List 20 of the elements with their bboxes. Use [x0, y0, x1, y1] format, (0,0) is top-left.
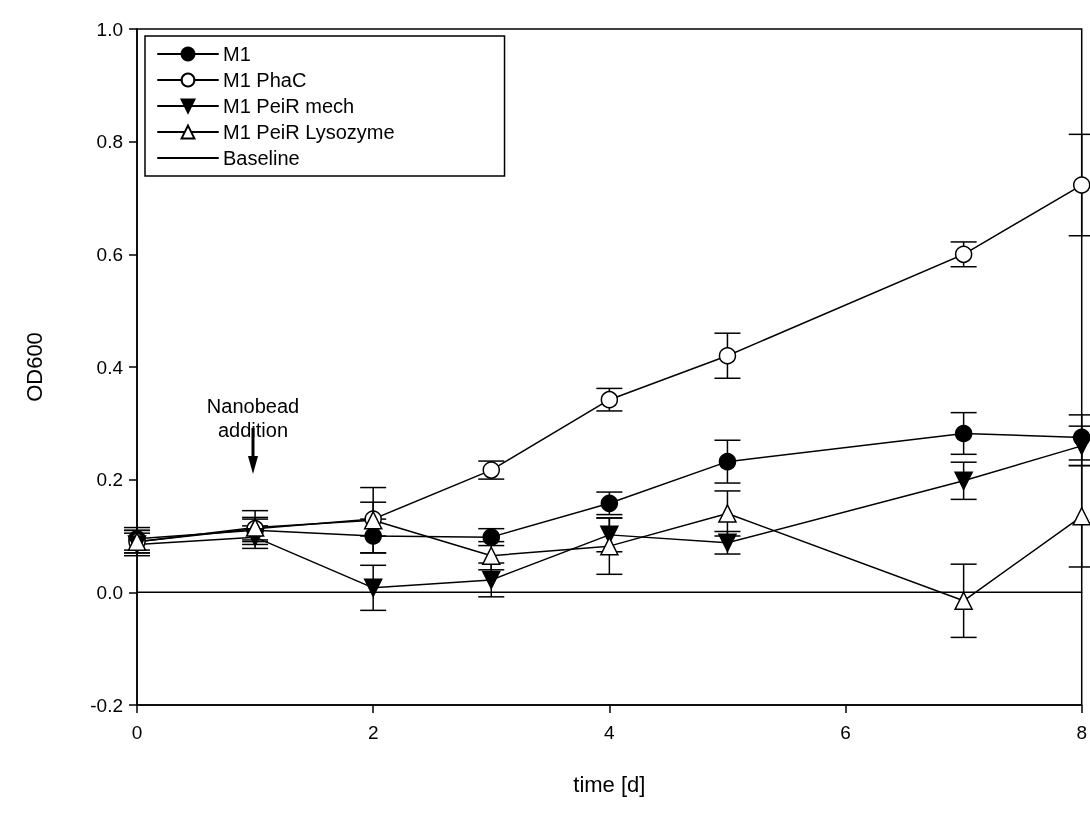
x-axis-title: time [d] [573, 771, 646, 797]
legend-label: M1 [223, 43, 251, 65]
legend-label: M1 PhaC [223, 69, 307, 91]
y-tick-label: 0.8 [96, 131, 123, 153]
y-tick-label: 0.4 [96, 356, 124, 378]
y-tick-label: 0.6 [96, 243, 123, 265]
annotation: Nanobead addition [206, 395, 300, 441]
y-tick-label: -0.2 [90, 694, 123, 716]
legend-label: M1 PeiR Lysozyme [223, 121, 395, 143]
x-tick-label: 4 [604, 722, 616, 743]
x-tick-label: 2 [367, 722, 379, 743]
x-tick-label: 6 [840, 722, 851, 743]
legend-label: M1 PeiR mech [223, 95, 355, 117]
y-tick-label: 0.0 [96, 581, 123, 603]
y-tick-label: 0.2 [96, 469, 123, 491]
y-axis-title: OD600 [21, 332, 47, 402]
y-tick-label: 1.0 [96, 18, 123, 40]
x-tick-label: 8 [1076, 722, 1088, 743]
x-tick-label: 0 [131, 722, 143, 743]
legend-label: Baseline [223, 147, 300, 169]
